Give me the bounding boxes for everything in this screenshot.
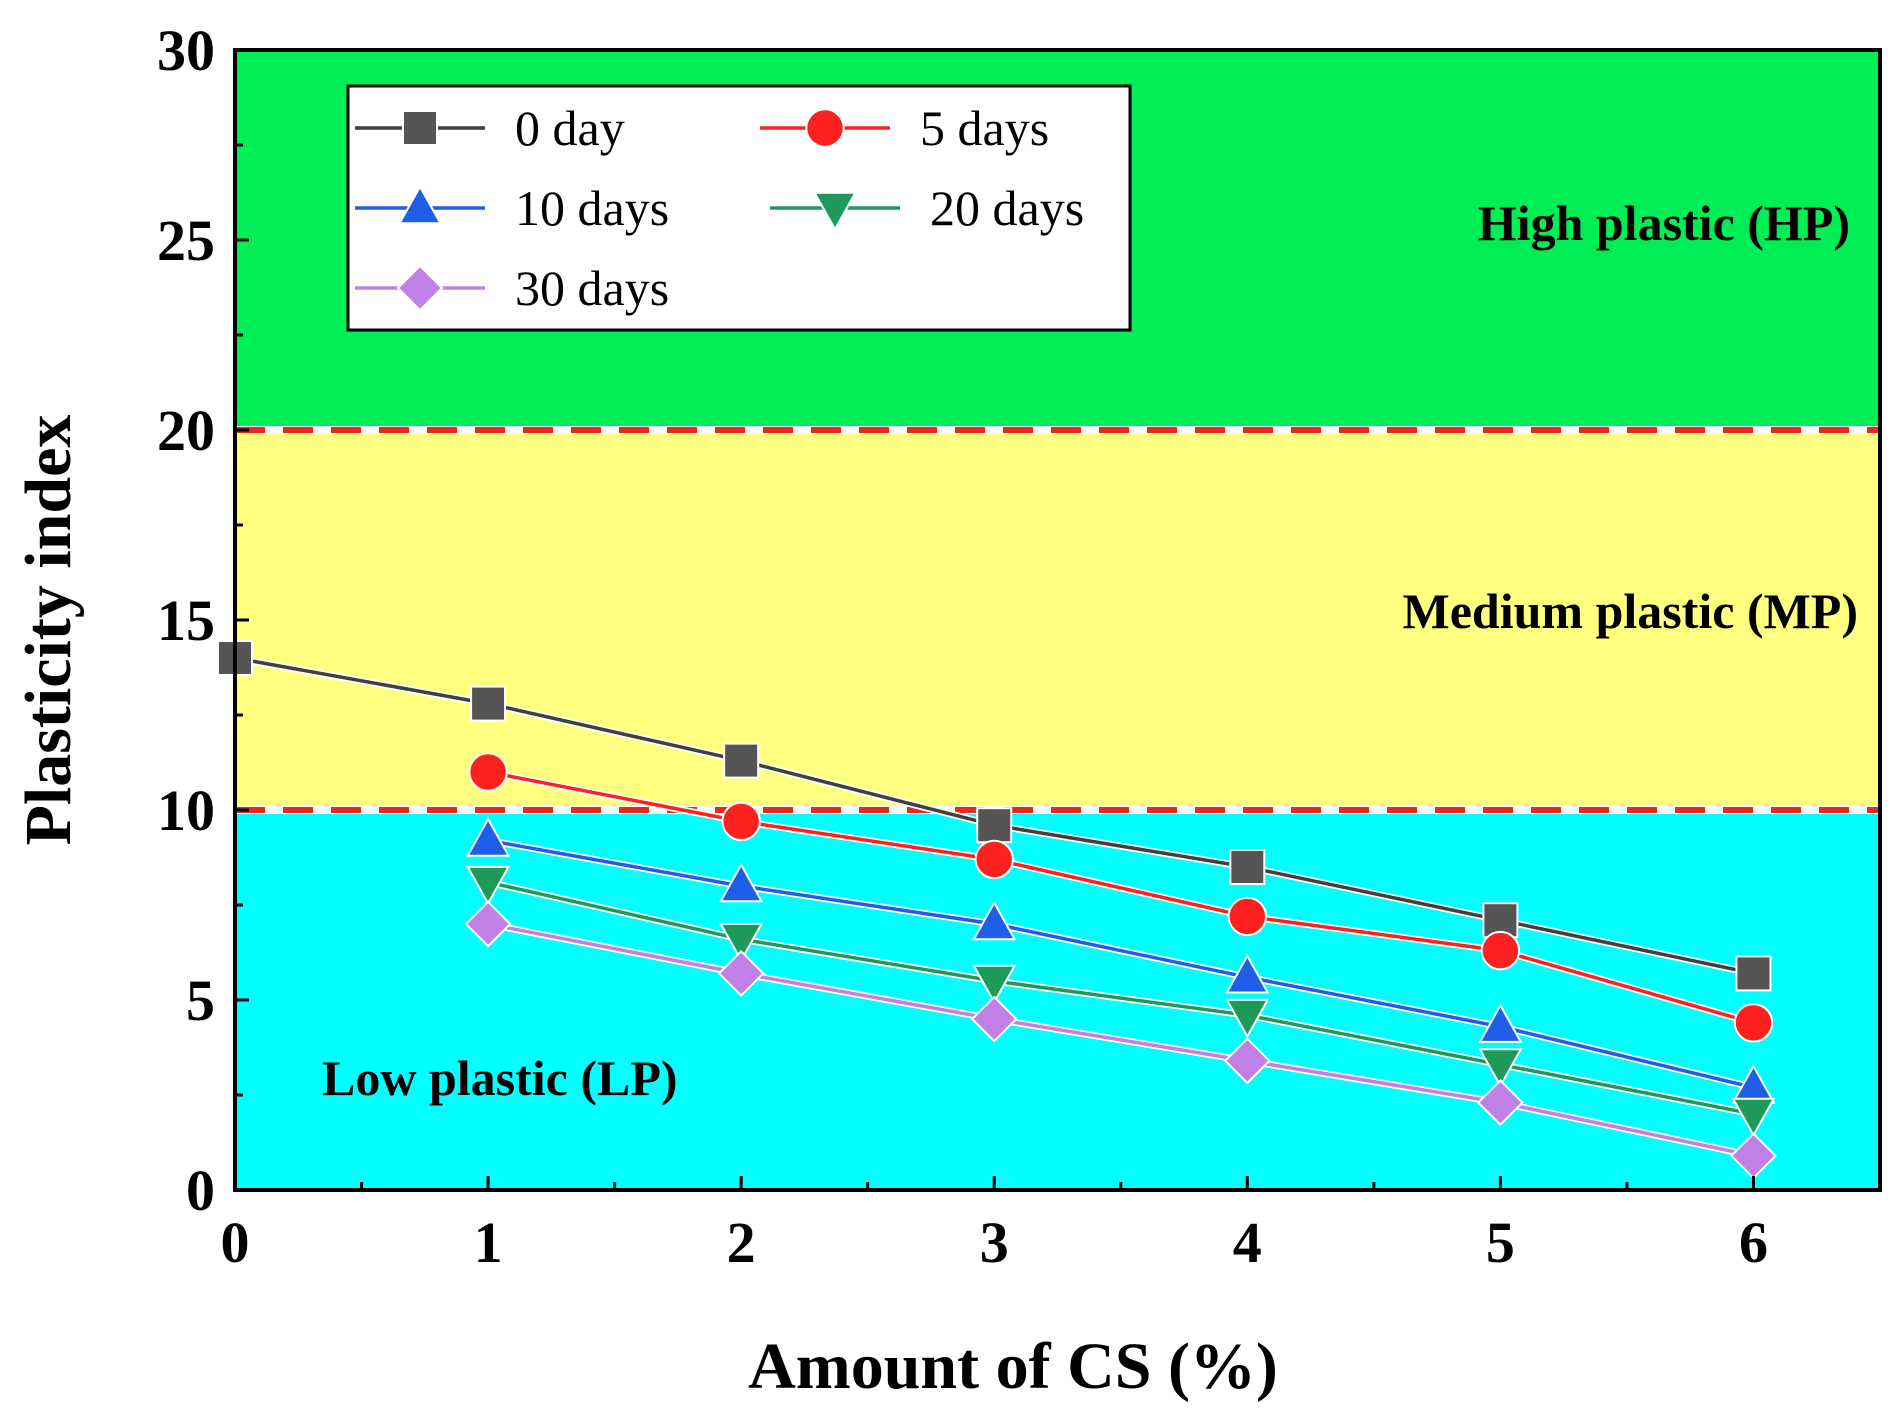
region-labels: Low plastic (LP) Medium plastic (MP) High … [322, 195, 1858, 1106]
data-point-s2-1 [719, 862, 764, 903]
legend: 0 day 5 days 10 days 20 days 30 days [346, 84, 1132, 332]
data-point-s1-2 [974, 839, 1014, 880]
data-point-s2-0 [465, 817, 511, 857]
series-markers [217, 640, 1777, 1180]
data-point-s1-0 [468, 752, 508, 792]
y-tick-label-2: 10 [157, 778, 215, 843]
legend-marker-4 [396, 264, 444, 312]
series-line-1 [487, 770, 1754, 1025]
legend-marker-2 [397, 184, 443, 225]
y-tick-label-4: 20 [157, 398, 215, 463]
data-point-s0-6 [1735, 955, 1772, 992]
y-tick-label-1: 5 [186, 968, 215, 1033]
data-point-s3-0 [465, 865, 511, 906]
data-point-s3-5 [1731, 1097, 1776, 1138]
data-point-s1-4 [1480, 930, 1521, 971]
data-point-s2-4 [1478, 1003, 1523, 1043]
region-label-2: High plastic (HP) [1478, 195, 1850, 251]
region-label-1: Medium plastic (MP) [1403, 583, 1858, 639]
series-line-2 [487, 838, 1754, 1090]
region-band-1 [235, 430, 1880, 810]
y-tick-label-6: 30 [157, 18, 215, 83]
data-point-s1-5 [1733, 1003, 1774, 1043]
region-label-0: Low plastic (LP) [322, 1050, 678, 1106]
data-point-s4-1 [717, 949, 765, 997]
data-point-s0-4 [1229, 849, 1266, 885]
x-tick-label-5: 5 [1486, 1210, 1515, 1275]
legend-label-4: 30 days [515, 260, 669, 316]
series-line-3 [487, 880, 1754, 1116]
legend-label-2: 10 days [515, 180, 669, 236]
legend-marker-0 [402, 110, 438, 146]
x-tick-label-2: 2 [727, 1210, 756, 1275]
y-axis-title: Plasticity index [12, 415, 85, 846]
legend-label-3: 20 days [930, 180, 1084, 236]
data-point-s0-2 [723, 742, 760, 779]
data-point-s3-4 [1478, 1048, 1523, 1088]
data-point-s4-3 [1223, 1037, 1271, 1085]
axis-ticks: 0 1 2 3 4 5 6 0 5 10 15 20 25 30 [157, 18, 1768, 1275]
legend-marker-3 [812, 191, 858, 232]
threshold-lines [235, 426, 1880, 814]
x-axis-title: Amount of CS (%) [748, 1330, 1278, 1403]
data-point-s3-3 [1225, 998, 1270, 1039]
x-tick-label-4: 4 [1233, 1210, 1262, 1275]
data-point-s0-3 [976, 807, 1013, 844]
x-tick-label-1: 1 [474, 1210, 503, 1275]
legend-label-0: 0 day [515, 100, 625, 156]
y-tick-label-3: 15 [157, 588, 215, 653]
data-point-s1-1 [721, 801, 761, 842]
data-point-s4-2 [970, 995, 1018, 1043]
data-point-s1-3 [1227, 896, 1268, 937]
x-tick-label-6: 6 [1739, 1210, 1768, 1275]
legend-label-1: 5 days [920, 100, 1049, 156]
series-line-4 [487, 922, 1754, 1158]
data-point-s4-0 [464, 900, 512, 948]
data-point-s3-1 [719, 922, 764, 963]
data-point-s2-2 [972, 900, 1017, 941]
x-tick-label-3: 3 [980, 1210, 1009, 1275]
legend-marker-1 [805, 108, 845, 148]
data-point-s2-3 [1225, 953, 1270, 994]
y-tick-label-5: 25 [157, 208, 215, 273]
data-point-s3-2 [972, 964, 1017, 1005]
y-tick-label-0: 0 [186, 1158, 215, 1223]
data-point-s0-1 [470, 685, 507, 722]
x-tick-label-0: 0 [221, 1210, 250, 1275]
data-point-s4-4 [1476, 1079, 1524, 1127]
